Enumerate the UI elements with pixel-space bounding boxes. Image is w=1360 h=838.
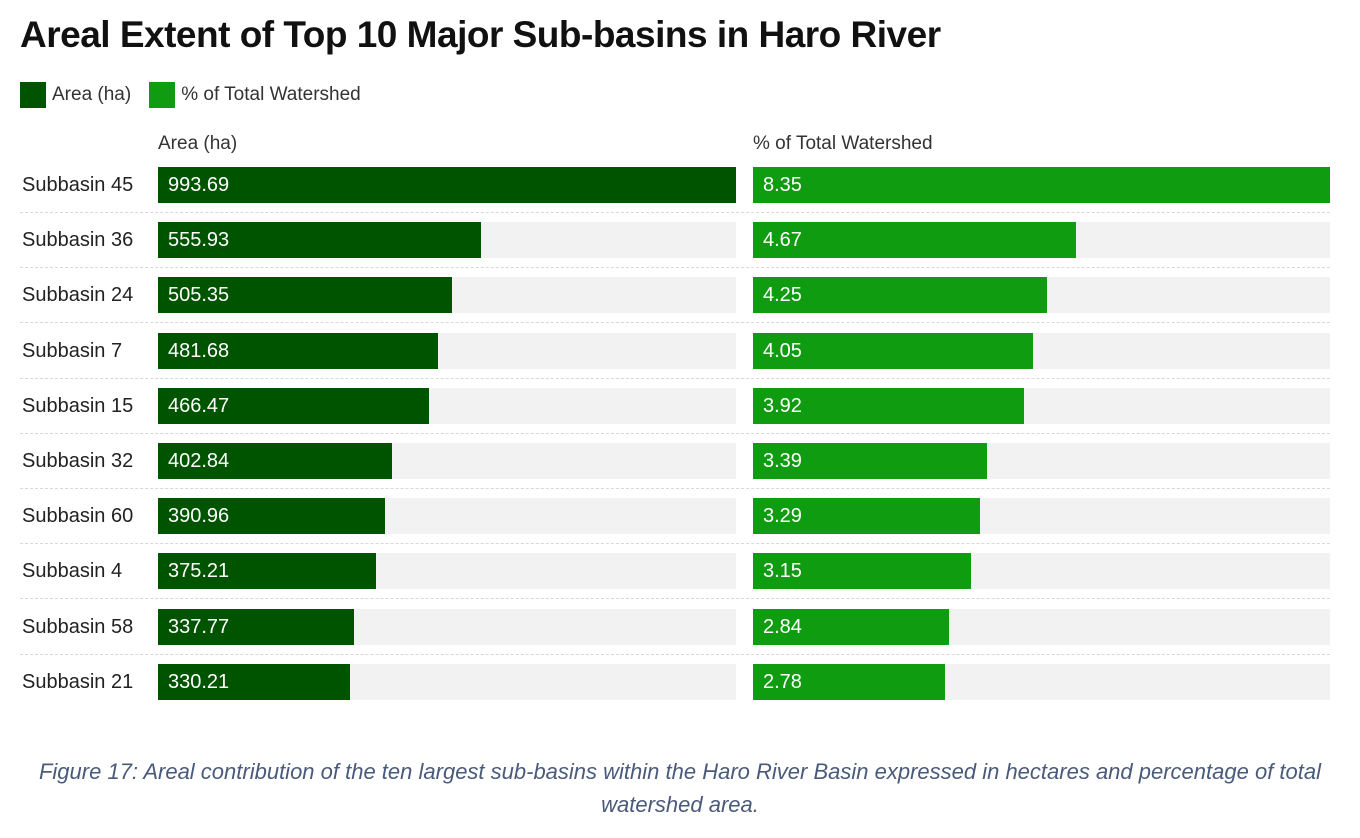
- category-label: Subbasin 21: [22, 671, 134, 693]
- bar-area: 505.35: [158, 277, 452, 313]
- category-label: Subbasin 24: [22, 284, 134, 306]
- bar-pct: 4.25: [753, 277, 1047, 313]
- data-label-pct: 4.05: [763, 339, 802, 362]
- bar-track-area: 375.21: [158, 553, 736, 589]
- data-label-pct: 2.84: [763, 615, 802, 638]
- row-separator: [20, 543, 1330, 544]
- column-header-area: Area (ha): [158, 133, 238, 154]
- bar-area: 993.69: [158, 167, 736, 203]
- bar-track-area: 993.69: [158, 167, 736, 203]
- chart-title: Areal Extent of Top 10 Major Sub-basins …: [20, 14, 941, 55]
- legend-item-pct: % of Total Watershed: [149, 82, 361, 108]
- data-label-pct: 4.25: [763, 283, 802, 306]
- bar-track-pct: 3.39: [753, 443, 1330, 479]
- legend-item-area: Area (ha): [20, 82, 131, 108]
- category-label: Subbasin 4: [22, 560, 123, 582]
- bar-track-area: 481.68: [158, 333, 736, 369]
- bar-track-area: 505.35: [158, 277, 736, 313]
- data-label-pct: 3.92: [763, 394, 802, 417]
- data-label-pct: 4.67: [763, 228, 802, 251]
- bar-pct: 3.29: [753, 498, 980, 534]
- bar-pct: 3.39: [753, 443, 987, 479]
- row-separator: [20, 488, 1330, 489]
- bar-track-area: 555.93: [158, 222, 736, 258]
- bar-track-pct: 3.15: [753, 553, 1330, 589]
- row-separator: [20, 654, 1330, 655]
- category-label: Subbasin 7: [22, 340, 123, 362]
- bar-pct: 2.78: [753, 664, 945, 700]
- row-separator: [20, 322, 1330, 323]
- legend-label-pct: % of Total Watershed: [181, 84, 361, 105]
- bar-track-pct: 2.78: [753, 664, 1330, 700]
- bar-pct: 4.67: [753, 222, 1076, 258]
- category-label: Subbasin 15: [22, 395, 134, 417]
- legend-label-area: Area (ha): [52, 84, 132, 105]
- bar-area: 402.84: [158, 443, 392, 479]
- bar-track-area: 330.21: [158, 664, 736, 700]
- data-label-area: 390.96: [168, 504, 230, 527]
- data-label-pct: 3.29: [763, 504, 802, 527]
- bar-area: 481.68: [158, 333, 438, 369]
- data-label-area: 375.21: [168, 559, 230, 582]
- category-label: Subbasin 58: [22, 616, 134, 638]
- bar-track-pct: 3.29: [753, 498, 1330, 534]
- data-label-area: 330.21: [168, 670, 230, 693]
- legend-swatch-area: [20, 82, 46, 108]
- row-separator: [20, 212, 1330, 213]
- data-label-pct: 2.78: [763, 670, 802, 693]
- figure-caption: Figure 17: Areal contribution of the ten…: [38, 759, 1321, 817]
- bar-area: 337.77: [158, 609, 354, 645]
- bar-track-pct: 4.67: [753, 222, 1330, 258]
- bar-track-area: 402.84: [158, 443, 736, 479]
- bar-area: 555.93: [158, 222, 481, 258]
- data-label-area: 555.93: [168, 228, 230, 251]
- bar-pct: 3.92: [753, 388, 1024, 424]
- bar-pct: 4.05: [753, 333, 1033, 369]
- data-label-area: 402.84: [168, 449, 230, 472]
- bar-area: 466.47: [158, 388, 429, 424]
- bar-track-area: 337.77: [158, 609, 736, 645]
- bar-area: 375.21: [158, 553, 376, 589]
- data-label-pct: 3.39: [763, 449, 802, 472]
- data-label-area: 337.77: [168, 615, 230, 638]
- bar-area: 390.96: [158, 498, 385, 534]
- category-label: Subbasin 32: [22, 450, 134, 472]
- data-label-area: 993.69: [168, 173, 230, 196]
- data-label-pct: 3.15: [763, 559, 802, 582]
- legend: Area (ha) % of Total Watershed: [20, 82, 379, 108]
- bar-track-area: 390.96: [158, 498, 736, 534]
- bar-track-pct: 3.92: [753, 388, 1330, 424]
- bar-track-pct: 4.25: [753, 277, 1330, 313]
- data-label-pct: 8.35: [763, 173, 802, 196]
- legend-swatch-pct: [149, 82, 176, 108]
- bar-pct: 2.84: [753, 609, 949, 645]
- bar-track-pct: 4.05: [753, 333, 1330, 369]
- category-label: Subbasin 60: [22, 505, 134, 527]
- category-label: Subbasin 45: [22, 174, 134, 196]
- row-separator: [20, 598, 1330, 599]
- data-label-area: 466.47: [168, 394, 230, 417]
- category-label: Subbasin 36: [22, 229, 134, 251]
- bar-area: 330.21: [158, 664, 350, 700]
- row-separator: [20, 267, 1330, 268]
- row-separator: [20, 433, 1330, 434]
- data-label-area: 481.68: [168, 339, 230, 362]
- column-header-pct: % of Total Watershed: [753, 133, 933, 154]
- data-label-area: 505.35: [168, 283, 230, 306]
- row-separator: [20, 378, 1330, 379]
- bar-track-area: 466.47: [158, 388, 736, 424]
- bar-pct: 3.15: [753, 553, 971, 589]
- bar-pct: 8.35: [753, 167, 1330, 203]
- bar-track-pct: 2.84: [753, 609, 1330, 645]
- bar-track-pct: 8.35: [753, 167, 1330, 203]
